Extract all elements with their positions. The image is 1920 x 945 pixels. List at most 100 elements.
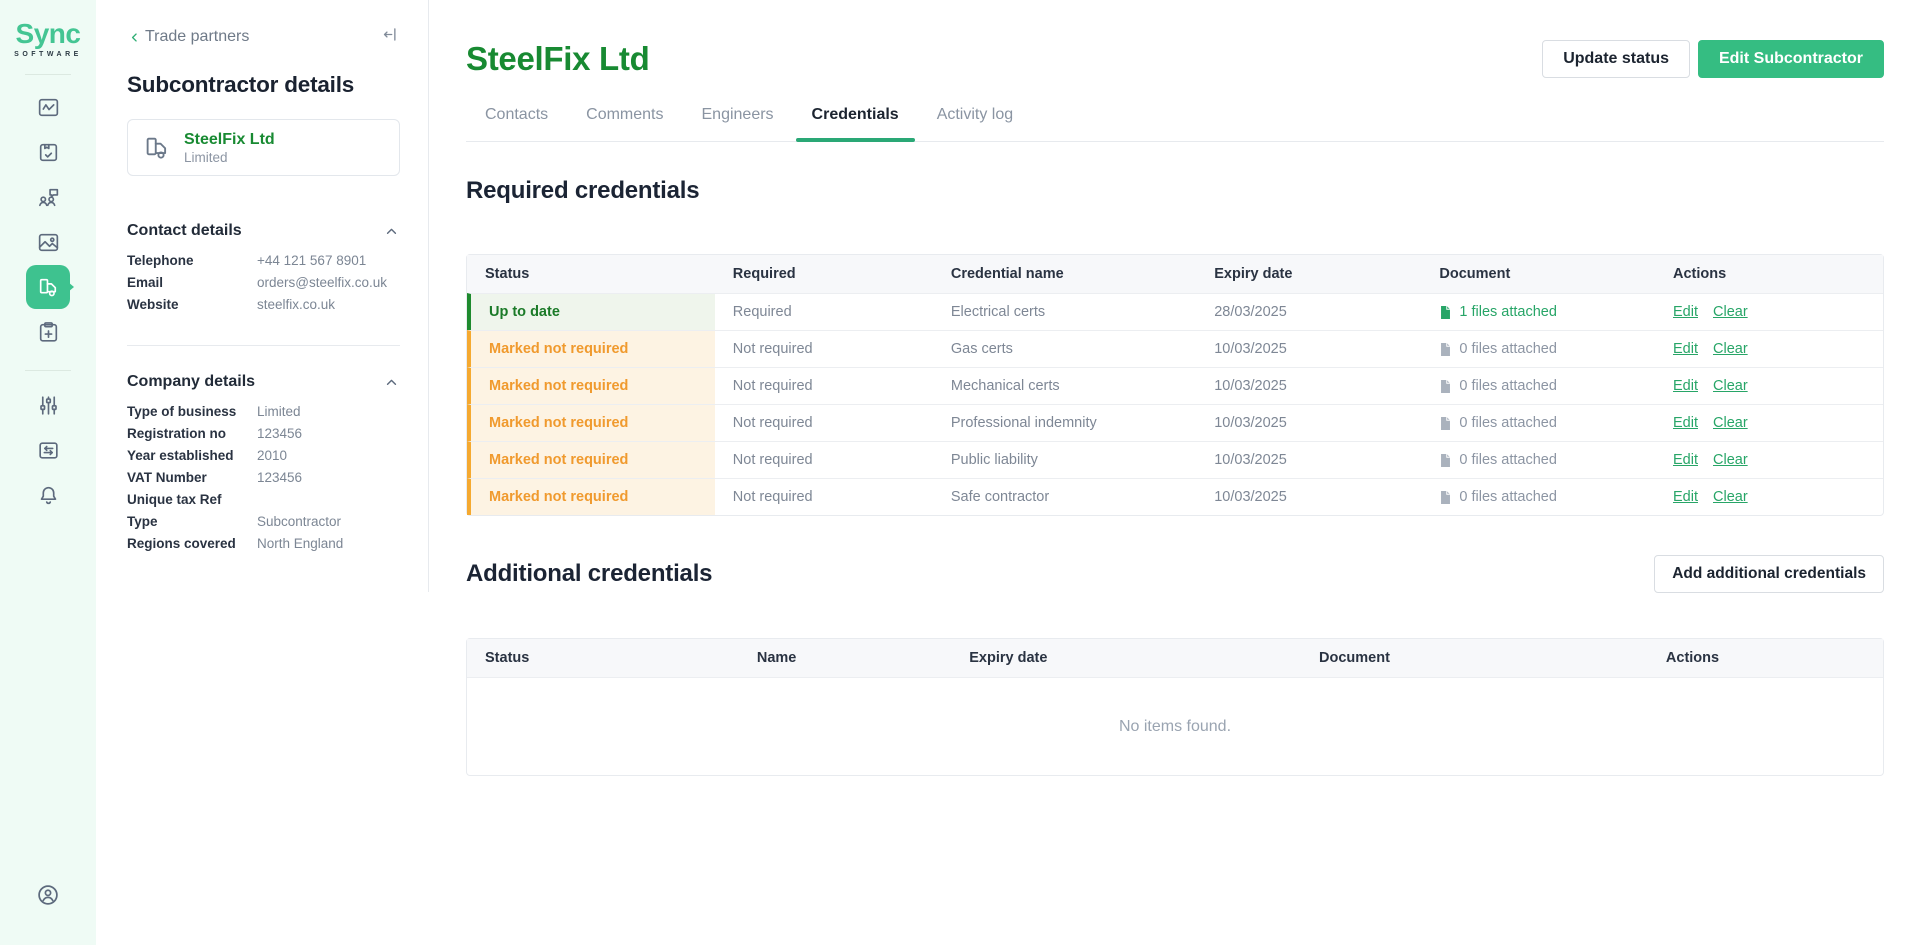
detail-value: Limited xyxy=(257,404,301,419)
required-credentials-table: Status Required Credential name Expiry date… xyxy=(466,254,1884,516)
empty-row: No items found. xyxy=(467,677,1883,775)
detail-row: Type of business Limited xyxy=(127,404,400,426)
app-logo[interactable]: Sync SOFTWARE xyxy=(14,20,82,59)
company-details-header[interactable]: Company details xyxy=(127,373,400,391)
rail-item-settings[interactable] xyxy=(26,383,70,427)
status-badge: Marked not required xyxy=(467,478,715,515)
clear-link[interactable]: Clear xyxy=(1713,452,1748,468)
rail-item-dashboard[interactable] xyxy=(26,85,70,129)
rail-divider xyxy=(25,370,71,371)
bell-icon xyxy=(36,483,61,508)
clear-link[interactable]: Clear xyxy=(1713,304,1748,320)
file-icon xyxy=(1439,453,1452,468)
status-badge: Up to date xyxy=(467,293,715,330)
table-row: Marked not required Not required Gas certs… xyxy=(467,330,1883,367)
files-attached-label: 0 files attached xyxy=(1459,489,1557,505)
contact-details-header[interactable]: Contact details xyxy=(127,222,400,240)
tab-credentials[interactable]: Credentials xyxy=(795,106,915,142)
tab-engineers[interactable]: Engineers xyxy=(701,106,774,123)
credential-name-cell: Professional indemnity xyxy=(932,404,1197,441)
rail-item-team[interactable] xyxy=(26,175,70,219)
credential-name-cell: Electrical certs xyxy=(932,293,1197,330)
edit-link[interactable]: Edit xyxy=(1673,378,1698,394)
required-cell: Not required xyxy=(714,330,933,367)
expiry-date-cell: 10/03/2025 xyxy=(1196,478,1422,515)
collapse-sidebar-button[interactable] xyxy=(381,25,400,49)
edit-link[interactable]: Edit xyxy=(1673,415,1698,431)
detail-row: Regions covered North England xyxy=(127,536,400,558)
tab-bar: Contacts Comments Engineers Credentials Acti… xyxy=(466,106,1884,142)
files-attached-label: 1 files attached xyxy=(1459,304,1557,320)
detail-label: VAT Number xyxy=(127,470,207,485)
contact-details-section: Contact details Telephone +44 121 567 890… xyxy=(127,222,400,319)
detail-row: Telephone +44 121 567 8901 xyxy=(127,253,400,275)
expiry-date-cell: 10/03/2025 xyxy=(1196,330,1422,367)
credential-name-cell: Gas certs xyxy=(932,330,1197,367)
document-cell: 0 files attached xyxy=(1421,441,1655,478)
account-button[interactable] xyxy=(35,882,61,913)
rail-item-transactions[interactable] xyxy=(26,428,70,472)
rail-item-trade-partners[interactable] xyxy=(26,265,70,309)
additional-credentials-heading: Additional credentials xyxy=(466,560,713,587)
truck-icon xyxy=(142,133,172,163)
files-attached-label: 0 files attached xyxy=(1459,378,1557,394)
contact-details-title: Contact details xyxy=(127,222,242,239)
document-cell: 1 files attached xyxy=(1421,293,1655,330)
tab-activity-log[interactable]: Activity log xyxy=(936,106,1014,123)
rail-item-notifications[interactable] xyxy=(26,473,70,517)
detail-row: Website steelfix.co.uk xyxy=(127,297,400,319)
edit-link[interactable]: Edit xyxy=(1673,304,1698,320)
table-row: Marked not required Not required Mechanica… xyxy=(467,367,1883,404)
partner-card[interactable]: SteelFix Ltd Limited xyxy=(127,119,400,176)
status-badge: Marked not required xyxy=(467,330,715,367)
clear-link[interactable]: Clear xyxy=(1713,378,1748,394)
chevron-up-icon[interactable] xyxy=(383,223,400,240)
tab-comments[interactable]: Comments xyxy=(586,106,664,123)
actions-cell: Edit Clear xyxy=(1655,367,1883,404)
column-header-document: Document xyxy=(1421,255,1655,293)
file-icon xyxy=(1439,342,1452,357)
breadcrumb[interactable]: Trade partners xyxy=(127,28,249,46)
actions-cell: Edit Clear xyxy=(1655,441,1883,478)
required-cell: Required xyxy=(714,293,933,330)
company-details-section: Company details Type of business Limited R… xyxy=(127,373,400,558)
chevron-up-icon[interactable] xyxy=(383,374,400,391)
status-badge: Marked not required xyxy=(467,404,715,441)
user-circle-icon xyxy=(38,885,58,905)
edit-link[interactable]: Edit xyxy=(1673,489,1698,505)
tab-contacts[interactable]: Contacts xyxy=(485,106,549,123)
column-header-actions: Actions xyxy=(1655,255,1883,293)
add-additional-credentials-button[interactable]: Add additional credentials xyxy=(1654,555,1884,593)
main-content: SteelFix Ltd Update status Edit Subcontr… xyxy=(429,0,1920,945)
logo-tagline: SOFTWARE xyxy=(14,51,82,58)
column-header-actions: Actions xyxy=(1647,639,1883,677)
empty-message: No items found. xyxy=(1118,717,1232,735)
edit-link[interactable]: Edit xyxy=(1673,452,1698,468)
detail-label: Unique tax Ref xyxy=(127,492,222,507)
rail-divider xyxy=(25,74,71,75)
page-title: Subcontractor details xyxy=(127,72,355,97)
partner-type: Limited xyxy=(184,149,228,165)
files-attached-label: 0 files attached xyxy=(1459,452,1557,468)
chevron-left-icon xyxy=(131,32,137,42)
rail-item-new-job[interactable] xyxy=(26,310,70,354)
rail-item-orders[interactable] xyxy=(26,130,70,174)
rail-item-gallery[interactable] xyxy=(26,220,70,264)
edit-link[interactable]: Edit xyxy=(1673,341,1698,357)
breadcrumb-label: Trade partners xyxy=(145,28,250,45)
clear-link[interactable]: Clear xyxy=(1713,341,1748,357)
required-credentials-heading: Required credentials xyxy=(466,177,700,204)
column-header-name: Name xyxy=(738,639,952,677)
clear-link[interactable]: Clear xyxy=(1713,489,1748,505)
edit-subcontractor-button[interactable]: Edit Subcontractor xyxy=(1697,40,1884,78)
company-details-title: Company details xyxy=(127,373,256,390)
document-cell: 0 files attached xyxy=(1421,478,1655,515)
table-row: Marked not required Not required Safe cont… xyxy=(467,478,1883,515)
detail-label: Email xyxy=(127,275,164,290)
detail-row: Unique tax Ref xyxy=(127,492,400,514)
detail-value: Subcontractor xyxy=(257,514,342,529)
update-status-button[interactable]: Update status xyxy=(1542,40,1690,78)
clear-link[interactable]: Clear xyxy=(1713,415,1748,431)
truck-icon xyxy=(36,275,61,300)
detail-row: Year established 2010 xyxy=(127,448,400,470)
